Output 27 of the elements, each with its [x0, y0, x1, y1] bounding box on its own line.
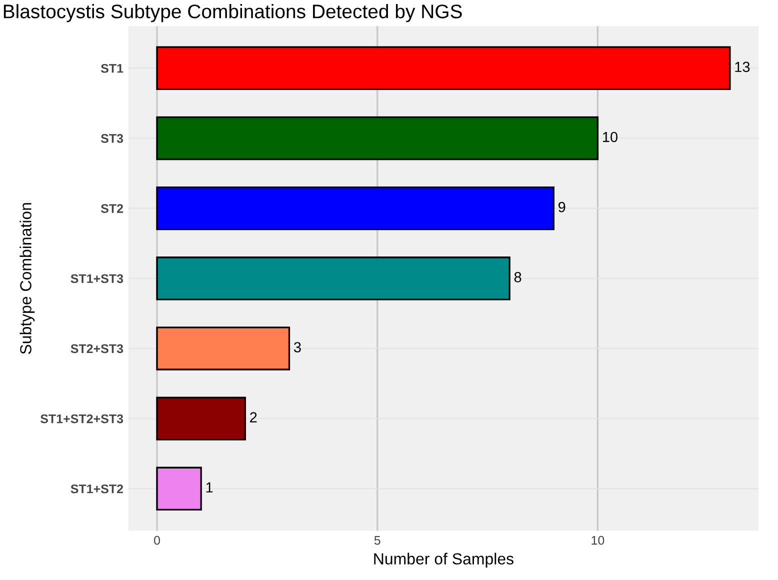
bar [156, 186, 554, 230]
x-tick-label: 0 [154, 536, 160, 545]
y-tick-label: ST1+ST3 [70, 274, 124, 284]
chart-title: Blastocystis Subtype Combinations Detected by NGS [4, 4, 462, 22]
y-axis-title: Subtype Combination [20, 203, 35, 354]
data-label: 2 [250, 412, 257, 422]
bar [156, 256, 510, 300]
y-tick-label: ST1+ST2 [70, 484, 124, 494]
y-tick-label: ST2 [100, 204, 124, 213]
x-tick-label: 10 [592, 536, 604, 545]
x-axis-title: Number of Samples [374, 552, 514, 568]
bar [156, 326, 290, 370]
y-tick-label: ST2+ST3 [70, 344, 124, 354]
y-tick-label: ST3 [100, 134, 124, 143]
bar [156, 466, 202, 511]
data-label: 3 [294, 342, 301, 352]
bar [156, 396, 246, 440]
x-tick-label: 5 [374, 536, 380, 545]
data-label: 10 [602, 132, 618, 142]
y-tick-label: ST1 [100, 64, 124, 73]
data-label: 13 [735, 62, 750, 72]
data-label: 8 [514, 272, 522, 282]
bar [156, 46, 731, 90]
data-label: 9 [558, 202, 566, 212]
bar [156, 116, 599, 160]
y-tick-label: ST1+ST2+ST3 [40, 414, 124, 424]
data-label: 1 [206, 482, 213, 492]
